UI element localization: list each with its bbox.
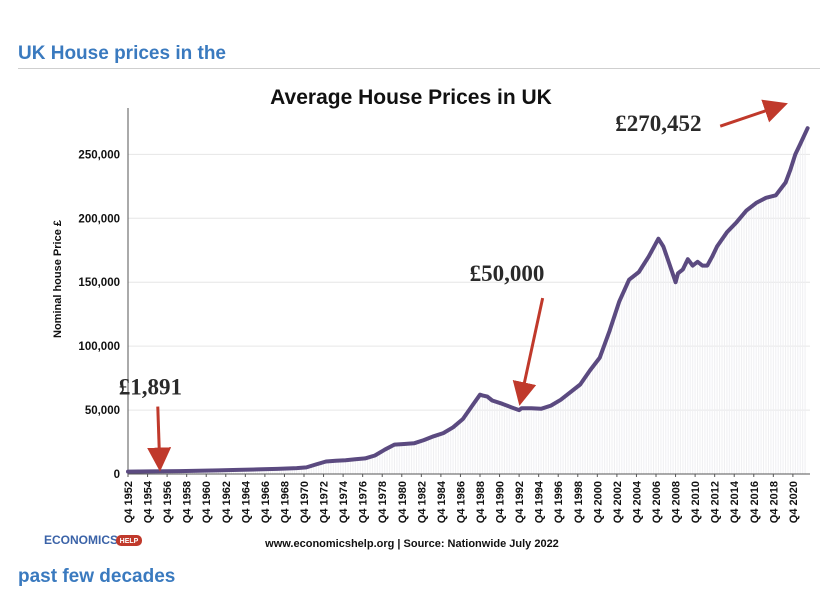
x-tick-label: Q4 2008	[671, 481, 683, 523]
chart-title: Average House Prices in UK	[270, 86, 552, 109]
price-series	[126, 126, 810, 474]
house-price-chart: Average House Prices in UK 0 50,000 100,00…	[44, 86, 810, 550]
x-tick-label: Q4 1986	[455, 481, 467, 523]
annotation-arrow	[147, 406, 172, 472]
x-tick-label: Q4 1964	[240, 480, 252, 523]
annotation-label: £270,452	[615, 111, 701, 136]
x-tick-label: Q4 1974	[338, 480, 350, 523]
area-fill	[127, 133, 806, 474]
y-tick-label: 250,000	[78, 149, 120, 161]
x-tick-label: Q4 1968	[279, 481, 291, 523]
y-tick-label: 100,000	[78, 341, 120, 353]
x-tick-label: Q4 1978	[377, 481, 389, 523]
x-tick-label: Q4 1976	[358, 481, 370, 523]
x-tick-label: Q4 2010	[690, 481, 702, 523]
y-tick-label: 50,000	[85, 405, 120, 417]
annotation-label: £1,891	[119, 375, 182, 400]
divider	[18, 68, 820, 69]
annotations: £1,891 £50,000 £270,452	[119, 99, 788, 472]
x-tick-label: Q4 1962	[221, 481, 233, 523]
logo-badge	[116, 535, 142, 546]
x-tick-label: Q4 1998	[573, 481, 585, 523]
x-tick-label: Q4 1980	[397, 481, 409, 523]
chart-frame: Average House Prices in UK 0 50,000 100,00…	[18, 69, 820, 561]
logo-text: ECONOMICS	[44, 533, 118, 547]
x-tick-label: Q4 1956	[162, 481, 174, 523]
x-tick-label: Q4 1994	[534, 480, 546, 523]
x-tick-label: Q4 2012	[710, 481, 722, 523]
x-tick-label: Q4 1984	[436, 480, 448, 523]
x-tick-label: Q4 2002	[612, 481, 624, 523]
x-tick-label: Q4 2000	[592, 481, 604, 523]
x-tick-label: Q4 2004	[631, 480, 643, 523]
x-tick-label: Q4 1960	[201, 481, 213, 523]
x-tick-label: Q4 1988	[475, 481, 487, 523]
price-line	[126, 126, 810, 474]
x-tick-label: Q4 1952	[123, 481, 135, 523]
annotation-label: £50,000	[470, 261, 545, 286]
section-heading-continued: past few decades	[18, 566, 176, 587]
x-tick-label: Q4 1954	[143, 480, 155, 523]
x-tick-label: Q4 1958	[182, 481, 194, 523]
x-tick-label: Q4 2016	[749, 481, 761, 523]
x-tick-label: Q4 1982	[416, 481, 428, 523]
x-tick-label: Q4 1992	[514, 481, 526, 523]
section-heading: UK House prices in the	[18, 43, 226, 64]
axes: 0 50,000 100,000 150,000 200,000 250,000 Q4 19…	[78, 108, 810, 523]
annotation-arrow	[512, 297, 545, 406]
x-tick-label: Q4 1972	[319, 481, 331, 523]
y-axis-label: Nominal house Price £	[52, 220, 64, 338]
y-tick-label: 0	[114, 469, 120, 481]
x-tick-label: Q4 2006	[651, 481, 663, 523]
y-tick-label: 200,000	[78, 213, 120, 225]
x-tick-label: Q4 1990	[495, 481, 507, 523]
x-tick-label: Q4 1970	[299, 481, 311, 523]
logo-badge-text: HELP	[120, 538, 139, 545]
annotation-arrow	[719, 99, 788, 128]
x-tick-label: Q4 2018	[768, 481, 780, 523]
x-tick-label: Q4 2014	[729, 480, 741, 523]
source-text: www.economicshelp.org | Source: Nationwi…	[264, 538, 559, 550]
x-tick-label: Q4 2020	[788, 481, 800, 523]
logo: ECONOMICS HELP	[44, 533, 142, 547]
x-tick-label: Q4 1996	[553, 481, 565, 523]
y-tick-label: 150,000	[78, 277, 120, 289]
x-tick-label: Q4 1966	[260, 481, 272, 523]
